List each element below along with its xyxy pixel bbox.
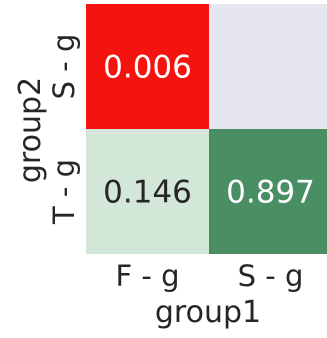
heatmap-cells <box>86 4 327 254</box>
y-axis-label: group2 <box>13 77 48 183</box>
heatmap-cell <box>86 129 209 254</box>
y-tick-labels: S - g T - g <box>47 34 81 225</box>
heatmap-cell <box>209 4 327 129</box>
y-tick-label: S - g <box>47 34 81 100</box>
x-tick-label: F - g <box>116 259 180 293</box>
y-tick-label: T - g <box>47 159 81 225</box>
heatmap-cell-value: 0.006 <box>103 50 192 86</box>
heatmap-cell-labels: 0.006 0.146 0.897 <box>103 50 315 211</box>
heatmap-cell <box>209 129 327 254</box>
heatmap-cell-value: 0.146 <box>103 175 192 211</box>
heatmap-cell <box>86 4 209 129</box>
x-tick-label: S - g <box>238 259 304 293</box>
heatmap-cell-value: 0.897 <box>226 175 315 211</box>
x-axis-label: group1 <box>155 295 261 330</box>
